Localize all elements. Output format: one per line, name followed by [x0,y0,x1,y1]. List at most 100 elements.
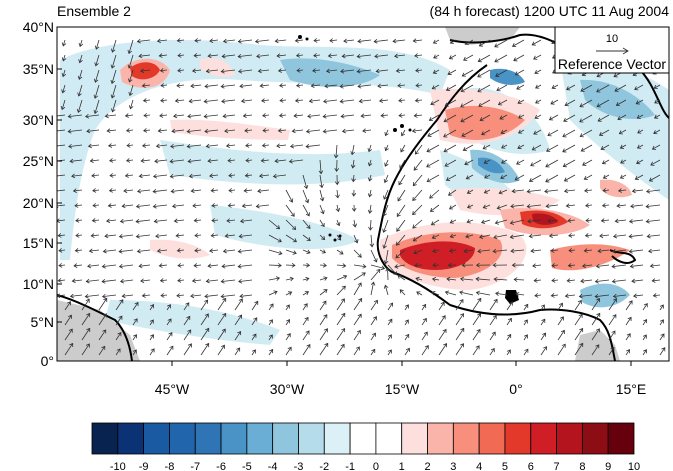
wind-arrow [224,233,236,239]
wind-arrow [313,38,321,43]
wind-arrow [93,99,100,115]
wind-arrow [217,344,225,356]
wind-arrow [177,68,185,73]
wind-arrow [562,159,576,168]
wind-arrow [277,128,287,133]
lat-label-10n: 10°N [23,276,54,292]
wind-arrow [591,344,600,356]
lat-label-30n: 30°N [23,112,54,128]
wind-arrow [523,348,529,356]
wind-arrow [156,248,168,254]
wind-arrow [395,234,406,246]
wind-arrow [170,188,185,194]
wind-arrow [611,264,627,269]
wind-arrow [547,129,559,137]
wind-arrow [563,188,576,194]
wind-arrow [240,98,253,104]
wind-arrow [432,69,440,74]
wind-arrow [64,328,73,341]
wind-arrow [515,291,525,297]
wind-arrow [251,349,256,356]
wind-arrow [87,263,100,269]
wind-arrow [351,189,357,197]
wind-arrow [443,129,457,138]
wind-arrow [261,143,270,148]
wind-arrow [293,113,304,119]
wind-arrow [426,174,440,183]
wind-arrow [397,83,406,88]
wind-arrow [585,218,593,223]
wind-arrow [494,54,508,63]
wind-arrow [64,301,71,311]
wind-arrow [204,83,219,89]
wind-arrow [77,69,83,80]
wind-arrow [460,114,474,123]
wind-arrow [262,128,270,133]
wind-arrow [483,159,491,164]
wind-arrow [91,218,100,223]
wind-arrow [339,84,355,89]
wind-arrow [645,218,661,224]
colorbar-tick-label: 4 [476,461,482,471]
wind-arrow [200,299,209,311]
wind-arrow [81,327,91,341]
wind-arrow [455,313,464,326]
wind-arrow [262,113,270,118]
colorbar-cell [298,422,325,455]
wind-arrow [466,204,474,209]
wind-arrow [438,301,445,311]
reference-vector-magnitude: 10 [606,33,618,45]
wind-arrow [547,218,559,224]
wind-arrow [251,317,258,326]
wind-arrow [157,128,168,134]
wind-arrow [260,158,270,163]
wind-arrow [336,234,342,241]
wind-arrow [534,293,542,298]
map-frame [56,26,670,362]
colorbar-tick-label: -9 [139,461,149,471]
wind-arrow [64,314,72,326]
wind-arrow [173,218,185,224]
wind-arrow [128,84,134,97]
wind-arrow [110,54,117,69]
colorbar-cell [169,422,196,455]
wind-arrow [251,300,259,311]
wind-arrow [614,218,627,224]
wind-arrow [319,314,328,326]
wind-arrow [431,234,440,240]
wind-arrow [268,319,273,326]
wind-arrow [509,234,525,240]
wind-arrow [449,248,457,253]
colorbar-tick-label: -1 [345,461,355,471]
wind-arrow [461,129,474,137]
wind-arrow [446,276,457,282]
wind-arrow [191,68,202,73]
wind-arrow [368,219,373,231]
wind-arrow [500,129,508,134]
wind-arrow [615,99,627,107]
wind-arrow [193,53,202,58]
wind-arrow [238,278,253,284]
wind-arrow [596,99,610,108]
wind-arrow [466,189,474,194]
wind-arrow [319,174,324,189]
wind-arrow [302,174,309,190]
wind-arrow [334,159,340,173]
wind-arrow [200,313,209,326]
wind-arrow [61,54,67,62]
wind-arrow [239,293,253,299]
map-panel [57,27,669,361]
wind-arrow [494,39,508,48]
wind-arrow [400,144,406,153]
wind-arrow [479,114,491,122]
wind-arrow [98,313,107,326]
wind-arrow [465,174,474,180]
wind-arrow [302,276,310,282]
wind-arrow [149,319,154,326]
wind-arrow [370,348,376,356]
wind-arrow [333,144,339,159]
wind-arrow [255,203,270,209]
wind-arrow [294,38,304,43]
lat-label-20n: 20°N [23,195,54,211]
wind-arrow [323,98,338,104]
